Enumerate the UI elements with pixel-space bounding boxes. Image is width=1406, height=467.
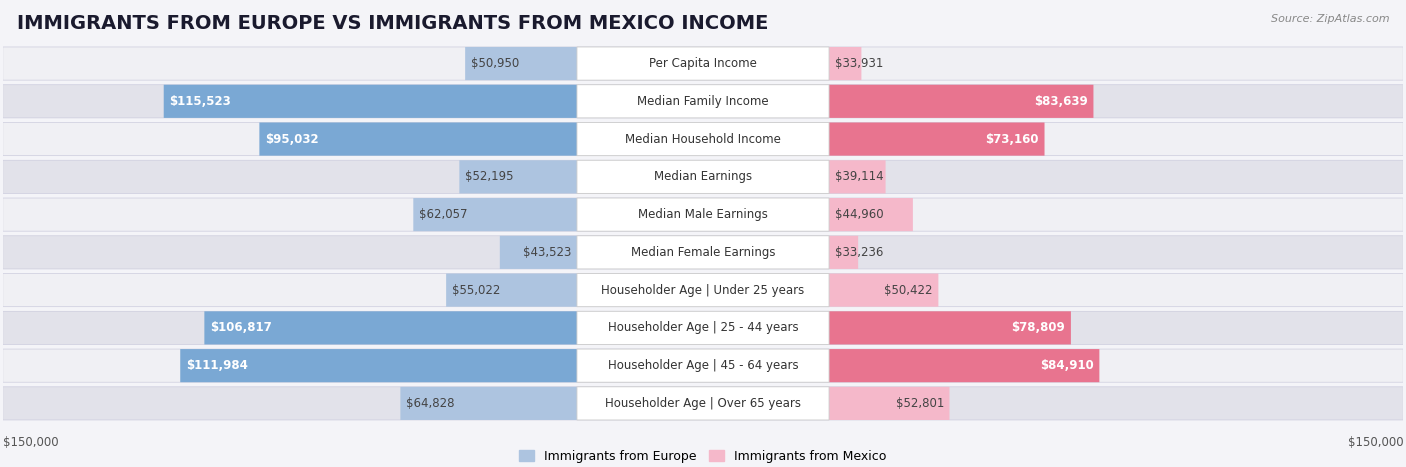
Text: $62,057: $62,057 <box>419 208 467 221</box>
FancyBboxPatch shape <box>3 160 1403 193</box>
Text: $33,236: $33,236 <box>835 246 883 259</box>
Text: $73,160: $73,160 <box>986 133 1039 146</box>
Text: Median Male Earnings: Median Male Earnings <box>638 208 768 221</box>
Text: $83,639: $83,639 <box>1033 95 1088 108</box>
Text: Median Female Earnings: Median Female Earnings <box>631 246 775 259</box>
Text: $50,422: $50,422 <box>884 283 932 297</box>
FancyBboxPatch shape <box>163 85 576 118</box>
FancyBboxPatch shape <box>576 122 830 156</box>
Text: Median Earnings: Median Earnings <box>654 170 752 184</box>
FancyBboxPatch shape <box>259 122 576 156</box>
FancyBboxPatch shape <box>576 311 830 345</box>
FancyBboxPatch shape <box>3 122 1403 156</box>
Text: $78,809: $78,809 <box>1011 321 1066 334</box>
FancyBboxPatch shape <box>830 122 1045 156</box>
FancyBboxPatch shape <box>180 349 576 382</box>
Text: Householder Age | 25 - 44 years: Householder Age | 25 - 44 years <box>607 321 799 334</box>
Text: $111,984: $111,984 <box>186 359 247 372</box>
FancyBboxPatch shape <box>3 47 1403 80</box>
Text: $150,000: $150,000 <box>3 436 59 449</box>
Text: $52,801: $52,801 <box>896 397 943 410</box>
FancyBboxPatch shape <box>3 274 1403 307</box>
FancyBboxPatch shape <box>830 349 1099 382</box>
Text: $43,523: $43,523 <box>523 246 571 259</box>
Text: Per Capita Income: Per Capita Income <box>650 57 756 70</box>
FancyBboxPatch shape <box>576 198 830 231</box>
FancyBboxPatch shape <box>3 387 1403 420</box>
FancyBboxPatch shape <box>576 349 830 382</box>
FancyBboxPatch shape <box>830 387 949 420</box>
FancyBboxPatch shape <box>830 47 862 80</box>
Text: Householder Age | 45 - 64 years: Householder Age | 45 - 64 years <box>607 359 799 372</box>
Text: $44,960: $44,960 <box>835 208 883 221</box>
Text: $95,032: $95,032 <box>264 133 319 146</box>
Text: Median Family Income: Median Family Income <box>637 95 769 108</box>
Text: $106,817: $106,817 <box>209 321 271 334</box>
Text: Householder Age | Under 25 years: Householder Age | Under 25 years <box>602 283 804 297</box>
FancyBboxPatch shape <box>413 198 576 231</box>
FancyBboxPatch shape <box>3 198 1403 231</box>
FancyBboxPatch shape <box>3 85 1403 118</box>
Text: $39,114: $39,114 <box>835 170 883 184</box>
FancyBboxPatch shape <box>465 47 576 80</box>
FancyBboxPatch shape <box>830 198 912 231</box>
Text: $33,931: $33,931 <box>835 57 883 70</box>
FancyBboxPatch shape <box>499 236 576 269</box>
Text: $115,523: $115,523 <box>169 95 231 108</box>
FancyBboxPatch shape <box>446 274 576 307</box>
Text: $84,910: $84,910 <box>1040 359 1094 372</box>
FancyBboxPatch shape <box>204 311 576 345</box>
FancyBboxPatch shape <box>576 160 830 193</box>
FancyBboxPatch shape <box>576 85 830 118</box>
Text: $55,022: $55,022 <box>451 283 501 297</box>
Text: Source: ZipAtlas.com: Source: ZipAtlas.com <box>1271 14 1389 24</box>
FancyBboxPatch shape <box>576 47 830 80</box>
Text: $150,000: $150,000 <box>1347 436 1403 449</box>
FancyBboxPatch shape <box>830 274 938 307</box>
FancyBboxPatch shape <box>576 236 830 269</box>
Text: $64,828: $64,828 <box>406 397 454 410</box>
FancyBboxPatch shape <box>830 160 886 193</box>
Text: IMMIGRANTS FROM EUROPE VS IMMIGRANTS FROM MEXICO INCOME: IMMIGRANTS FROM EUROPE VS IMMIGRANTS FRO… <box>17 14 768 33</box>
FancyBboxPatch shape <box>460 160 576 193</box>
Text: Median Household Income: Median Household Income <box>626 133 780 146</box>
FancyBboxPatch shape <box>576 387 830 420</box>
FancyBboxPatch shape <box>3 311 1403 345</box>
Text: $52,195: $52,195 <box>465 170 513 184</box>
FancyBboxPatch shape <box>576 274 830 307</box>
Legend: Immigrants from Europe, Immigrants from Mexico: Immigrants from Europe, Immigrants from … <box>515 445 891 467</box>
FancyBboxPatch shape <box>830 311 1071 345</box>
FancyBboxPatch shape <box>3 236 1403 269</box>
Text: $50,950: $50,950 <box>471 57 519 70</box>
FancyBboxPatch shape <box>401 387 576 420</box>
FancyBboxPatch shape <box>830 85 1094 118</box>
Text: Householder Age | Over 65 years: Householder Age | Over 65 years <box>605 397 801 410</box>
FancyBboxPatch shape <box>830 236 858 269</box>
FancyBboxPatch shape <box>3 349 1403 382</box>
